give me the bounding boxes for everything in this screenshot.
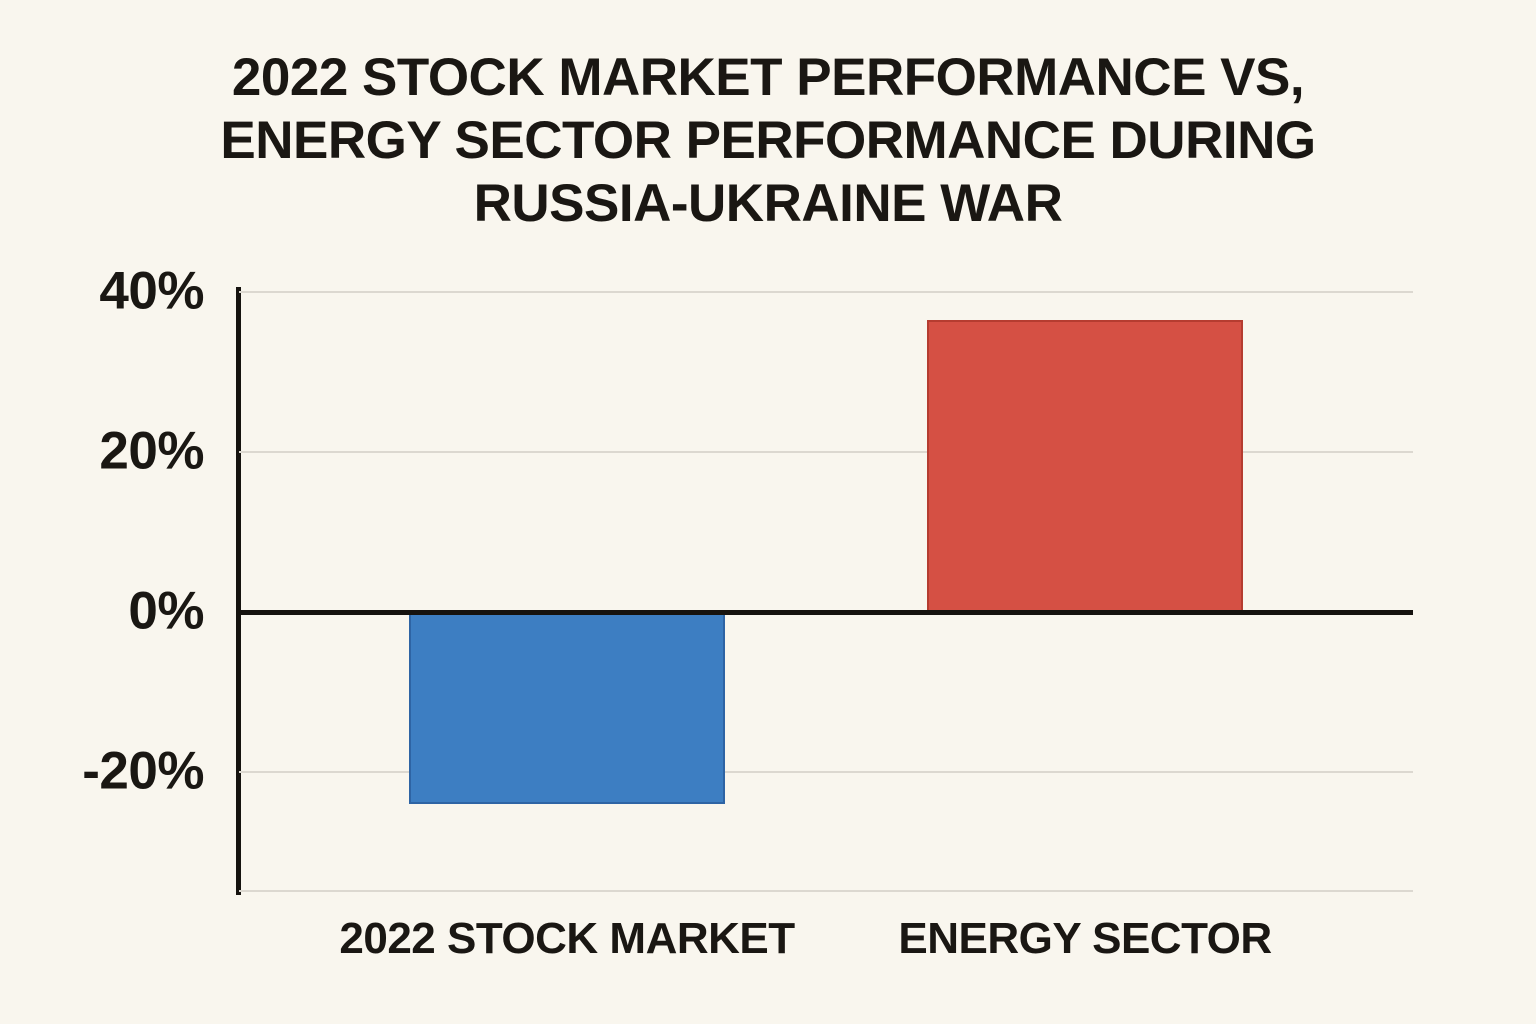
bar-energy-sector bbox=[927, 320, 1243, 612]
gridline--20pct bbox=[239, 771, 1413, 773]
bar-2022-stock-market bbox=[409, 612, 725, 804]
y-tick-label-0pct: 0% bbox=[128, 581, 204, 641]
zero-baseline bbox=[237, 610, 1413, 615]
y-tick-label-40pct: 40% bbox=[99, 261, 204, 321]
chart-title: 2022 STOCK MARKET PERFORMANCE VS, ENERGY… bbox=[0, 46, 1536, 235]
y-axis-line bbox=[236, 287, 241, 895]
gridline-20pct bbox=[239, 451, 1413, 453]
y-tick-label-20pct: 20% bbox=[99, 421, 204, 481]
gridline-plot-bottom bbox=[239, 890, 1413, 892]
chart-title-line-1: 2022 STOCK MARKET PERFORMANCE VS, bbox=[231, 48, 1305, 107]
x-tick-label-2022-stock-market: 2022 STOCK MARKET bbox=[339, 914, 795, 963]
x-tick-label-energy-sector: ENERGY SECTOR bbox=[898, 914, 1272, 963]
chart-title-line-2: ENERGY SECTOR PERFORMANCE DURING bbox=[220, 111, 1316, 170]
plot-area bbox=[237, 291, 1413, 892]
y-tick-label--20pct: -20% bbox=[82, 741, 204, 801]
gridline-40pct bbox=[239, 291, 1413, 293]
chart-title-line-3: RUSSIA-UKRAINE WAR bbox=[473, 174, 1063, 233]
